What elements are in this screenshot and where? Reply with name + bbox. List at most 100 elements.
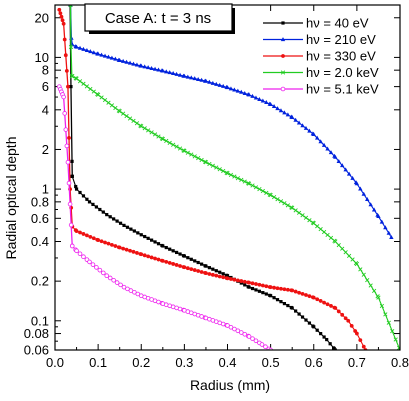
- data-point: [293, 208, 298, 213]
- data-point: [113, 105, 118, 111]
- data-point: [358, 267, 363, 272]
- data-point: [225, 171, 230, 176]
- data-point: [189, 257, 193, 261]
- data-point: [386, 320, 391, 325]
- data-point: [259, 342, 265, 347]
- data-point: [156, 242, 161, 246]
- data-point: [293, 289, 298, 294]
- data-point: [318, 299, 323, 303]
- data-point: [146, 128, 151, 133]
- data-point: [217, 82, 222, 87]
- data-point: [386, 230, 391, 235]
- data-point: [232, 87, 237, 92]
- data-point: [322, 335, 326, 339]
- data-point: [311, 221, 316, 226]
- data-point: [114, 280, 120, 285]
- data-point: [124, 59, 129, 64]
- legend-item: hν = 5.1 keV: [263, 82, 379, 97]
- data-point: [242, 90, 247, 95]
- data-point: [379, 303, 385, 309]
- data-point: [390, 329, 395, 334]
- y-tick-label: 1: [42, 182, 49, 197]
- data-point: [300, 315, 305, 319]
- data-point: [221, 168, 226, 174]
- data-point: [111, 277, 116, 283]
- data-point: [106, 54, 111, 59]
- data-point: [354, 331, 359, 336]
- data-point: [175, 250, 179, 255]
- data-point: [207, 266, 211, 270]
- data-point: [210, 272, 215, 277]
- data-point: [150, 238, 154, 242]
- data-point: [118, 221, 123, 225]
- data-point: [200, 262, 204, 266]
- data-point: [318, 226, 323, 232]
- data-point: [74, 248, 79, 254]
- data-point: [321, 229, 327, 235]
- data-point: [149, 65, 154, 70]
- y-tick-label: 0.8: [31, 194, 49, 209]
- data-point: [94, 205, 98, 209]
- data-point: [142, 64, 147, 69]
- data-point: [174, 263, 179, 267]
- y-tick-label: 8: [42, 63, 49, 78]
- data-point: [372, 288, 377, 293]
- data-point: [325, 232, 330, 238]
- data-point: [108, 215, 112, 219]
- data-point: [85, 197, 89, 201]
- data-point: [350, 257, 355, 262]
- data-point: [232, 326, 237, 332]
- data-point: [160, 258, 165, 263]
- data-point: [264, 190, 269, 195]
- data-point: [293, 117, 298, 122]
- data-point: [282, 110, 287, 115]
- data-point: [78, 230, 82, 235]
- data-point: [102, 53, 108, 58]
- data-point: [349, 323, 354, 328]
- data-point: [74, 76, 79, 81]
- data-point: [70, 159, 74, 163]
- data-point: [127, 116, 133, 121]
- data-point: [104, 273, 110, 278]
- data-point: [87, 259, 92, 265]
- legend-item: hν = 2.0 keV: [263, 65, 379, 80]
- data-point: [139, 252, 144, 257]
- data-point: [250, 286, 255, 291]
- data-point: [113, 56, 118, 61]
- data-point: [257, 187, 262, 192]
- data-point: [315, 224, 320, 229]
- data-point: [368, 202, 373, 207]
- data-point: [161, 244, 165, 248]
- data-point: [275, 197, 280, 202]
- data-point: [340, 246, 345, 251]
- data-point: [142, 126, 147, 131]
- data-point: [297, 290, 301, 295]
- data-point: [268, 101, 273, 106]
- y-tick-label: 0.08: [24, 326, 49, 341]
- data-point: [207, 79, 212, 84]
- data-point: [211, 267, 215, 271]
- data-point: [74, 44, 79, 49]
- data-point: [74, 229, 79, 233]
- data-point: [121, 246, 126, 251]
- data-point: [246, 92, 252, 97]
- data-point: [389, 234, 394, 239]
- data-point: [185, 150, 190, 155]
- data-point: [124, 113, 129, 119]
- y-tick-label: 2: [42, 142, 49, 157]
- data-point: [192, 154, 197, 159]
- data-point: [160, 68, 166, 73]
- data-point: [132, 289, 137, 295]
- data-point: [217, 167, 222, 172]
- data-point: [250, 183, 255, 188]
- data-point: [125, 286, 130, 292]
- data-point: [397, 345, 400, 350]
- data-point: [168, 247, 172, 251]
- data-point: [304, 293, 308, 297]
- data-point: [67, 135, 71, 140]
- data-point: [60, 18, 65, 23]
- data-point: [152, 132, 158, 137]
- data-point: [343, 250, 348, 255]
- data-point: [84, 84, 90, 89]
